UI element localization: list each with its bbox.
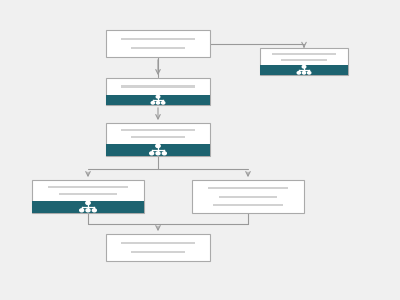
FancyBboxPatch shape [131,251,185,253]
Circle shape [156,144,160,148]
Circle shape [86,201,90,205]
Circle shape [308,72,311,74]
Circle shape [151,102,154,104]
FancyBboxPatch shape [192,180,304,213]
Circle shape [156,95,160,98]
Circle shape [302,65,306,68]
FancyBboxPatch shape [131,136,185,138]
FancyBboxPatch shape [106,30,210,57]
FancyBboxPatch shape [120,129,196,131]
Circle shape [297,72,300,74]
FancyBboxPatch shape [59,193,117,195]
FancyBboxPatch shape [272,52,336,55]
FancyBboxPatch shape [106,78,210,105]
FancyBboxPatch shape [32,180,144,213]
Circle shape [156,152,160,155]
FancyBboxPatch shape [120,85,196,88]
Circle shape [162,152,166,155]
FancyBboxPatch shape [260,48,348,75]
Circle shape [156,102,160,104]
FancyBboxPatch shape [213,204,283,206]
Circle shape [162,102,165,104]
FancyBboxPatch shape [32,201,144,213]
Circle shape [150,152,154,155]
Circle shape [86,209,90,212]
FancyBboxPatch shape [120,38,196,40]
FancyBboxPatch shape [219,196,277,198]
Circle shape [302,72,306,74]
FancyBboxPatch shape [120,242,196,244]
FancyBboxPatch shape [106,123,210,156]
FancyBboxPatch shape [131,47,185,49]
FancyBboxPatch shape [106,144,210,156]
Circle shape [92,209,96,212]
FancyBboxPatch shape [260,65,348,75]
FancyBboxPatch shape [281,58,327,61]
FancyBboxPatch shape [208,187,288,190]
FancyBboxPatch shape [48,186,128,188]
Circle shape [80,209,84,212]
FancyBboxPatch shape [106,234,210,261]
FancyBboxPatch shape [106,95,210,105]
